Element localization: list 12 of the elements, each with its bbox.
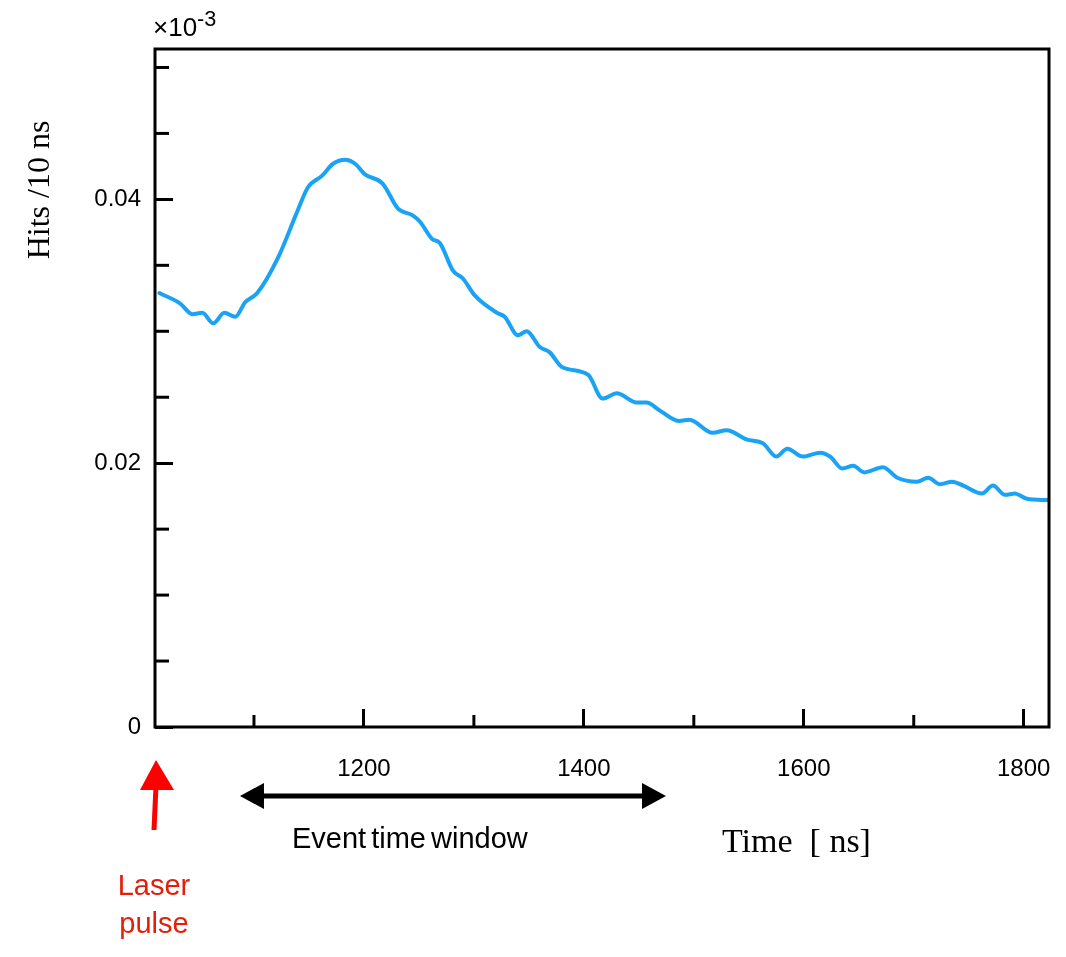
- text: Laser pulse: [116, 868, 192, 941]
- x-tick-label: 1400: [557, 754, 611, 782]
- x-tick-label: 1800: [997, 754, 1051, 782]
- text: Event time window: [292, 822, 528, 855]
- y-tick-label: 0: [127, 711, 141, 739]
- y-tick-label: 0.02: [94, 447, 141, 475]
- text: ×10$^{-3}$: [153, 6, 217, 43]
- x-tick-label: 1600: [777, 754, 831, 782]
- y-axis-title: Hits /10 ns: [19, 120, 57, 260]
- x-axis-title: Time [ ns]: [722, 822, 871, 860]
- x-tick-label: 1200: [337, 754, 391, 782]
- y-tick-label: 0.04: [94, 184, 141, 211]
